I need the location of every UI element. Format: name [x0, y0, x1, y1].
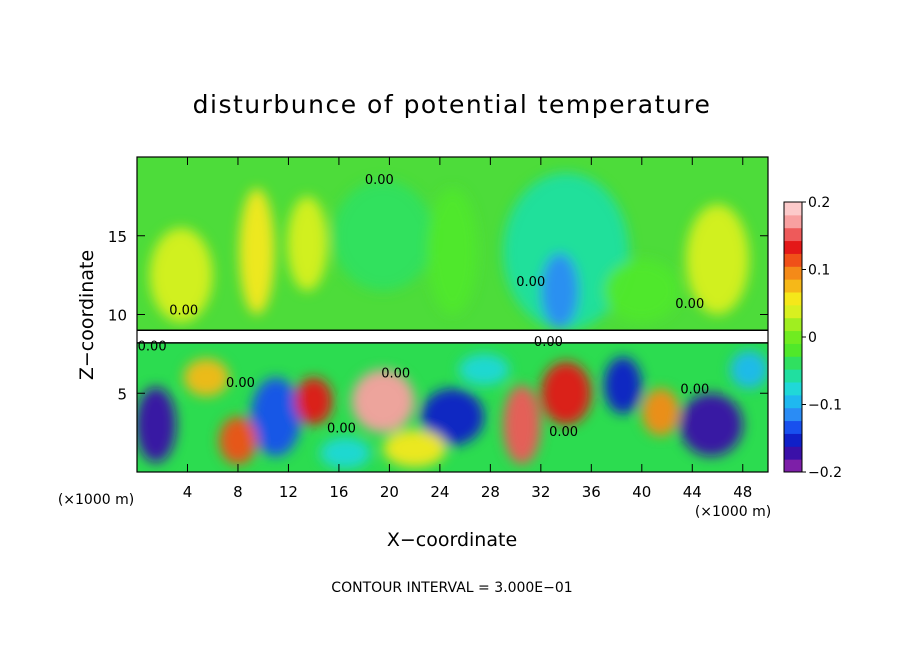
field-blob	[250, 377, 302, 457]
colorbar-segment	[784, 420, 802, 434]
x-tick-label: 8	[233, 483, 243, 501]
field-blob	[183, 358, 230, 397]
colorbar-tick-label: −0.2	[808, 465, 842, 481]
colorbar-segment	[784, 407, 802, 422]
field-blob	[383, 429, 447, 468]
colorbar-tick-label: −0.1	[808, 398, 842, 414]
contour-label: 0.00	[675, 297, 704, 312]
colorbar-segment	[784, 330, 802, 344]
tropopause-band	[137, 330, 768, 343]
colorbar-tick-label: 0	[808, 330, 817, 346]
field-blob	[219, 416, 257, 465]
x-tick-label: 4	[183, 483, 193, 501]
y-axis-ticks: 5 10 15	[108, 228, 768, 403]
x-unit-right: (×1000 m)	[695, 504, 771, 520]
colorbar-segment	[784, 214, 802, 229]
field-blob	[540, 253, 579, 329]
colorbar-segment	[784, 240, 802, 254]
y-tick-label: 10	[108, 307, 127, 325]
contour-label: 0.00	[226, 376, 255, 391]
contour-label: 0.00	[365, 173, 394, 188]
x-tick-label: 48	[733, 483, 752, 501]
field-blob	[603, 259, 680, 323]
colorbar-tick-label: 0.2	[808, 195, 830, 211]
field-blob	[427, 188, 478, 315]
field-blob	[540, 361, 592, 425]
x-tick-label: 16	[329, 483, 348, 501]
colorbar-segment	[784, 202, 802, 216]
colorbar-segment	[784, 266, 802, 280]
colorbar-segment	[784, 369, 802, 383]
colorbar-segment	[784, 304, 802, 319]
contour-interval-footer: CONTOUR INTERVAL = 3.000E−01	[331, 580, 572, 596]
field-blob	[319, 437, 371, 469]
contour-label: 0.00	[516, 275, 545, 290]
x-unit-left: (×1000 m)	[58, 492, 134, 508]
x-tick-label: 44	[683, 483, 702, 501]
colorbar-segment	[784, 279, 802, 293]
field-blob	[287, 196, 328, 291]
colorbar-segment	[784, 459, 802, 473]
x-axis-label: X−coordinate	[387, 529, 517, 551]
field-blob	[679, 393, 743, 457]
field-blob	[458, 353, 510, 386]
field-blob	[239, 188, 275, 315]
contour-label: 0.00	[169, 304, 198, 319]
field-blob	[603, 357, 642, 414]
x-tick-label: 28	[481, 483, 500, 501]
colorbar-segment	[784, 292, 802, 306]
colorbar-segment	[784, 317, 802, 332]
y-axis-label: Z−coordinate	[76, 250, 98, 380]
field-blob	[351, 369, 415, 433]
contour-label: 0.00	[327, 422, 356, 437]
x-tick-label: 24	[430, 483, 449, 501]
colorbar-tick-label: 0.1	[808, 263, 830, 279]
y-tick-label: 5	[117, 385, 127, 403]
colorbar-segment	[784, 356, 802, 370]
field-blobs	[137, 172, 768, 469]
x-tick-label: 12	[279, 483, 298, 501]
contour-labels: 0.00 0.00 0.00 0.00 0.00 0.00 0.00 0.00 0.00 0.00…	[138, 173, 710, 440]
field-blob	[641, 388, 680, 436]
heatmap-field: 0.00 0.00 0.00 0.00 0.00 0.00 0.00 0.00 0.00 0.00…	[137, 157, 768, 472]
x-tick-label: 36	[582, 483, 601, 501]
field-blob	[294, 377, 333, 425]
field-blob	[502, 172, 630, 331]
colorbar-segment	[784, 227, 802, 242]
field-blob	[332, 180, 434, 291]
colorbar-segment	[784, 394, 802, 409]
colorbar-segment	[784, 343, 802, 357]
field-blob	[149, 227, 213, 323]
field-blob	[420, 388, 485, 446]
x-tick-label: 20	[380, 483, 399, 501]
field-blob	[137, 386, 177, 463]
colorbar-segment	[784, 253, 802, 267]
x-tick-label: 32	[531, 483, 550, 501]
field-blob	[730, 350, 768, 389]
field-blob	[685, 204, 750, 315]
x-tick-label: 40	[632, 483, 651, 501]
contour-label: 0.00	[381, 367, 410, 382]
colorbar-segment	[784, 382, 802, 396]
colorbar: 0.2 0.1 0 −0.1 −0.2	[783, 195, 842, 481]
field-blob	[502, 385, 541, 465]
y-tick-label: 15	[108, 228, 127, 246]
contour-label: 0.00	[534, 335, 563, 350]
contour-label: 0.00	[680, 382, 709, 397]
contour-label: 0.00	[549, 425, 578, 440]
colorbar-segment	[784, 446, 802, 460]
chart-title: disturbunce of potential temperature	[193, 90, 712, 119]
x-axis-ticks: 4 8 12 16 20 24 28 32 36 40 44 48	[183, 157, 752, 501]
contour-label: 0.00	[138, 340, 167, 355]
colorbar-segment	[784, 433, 802, 447]
